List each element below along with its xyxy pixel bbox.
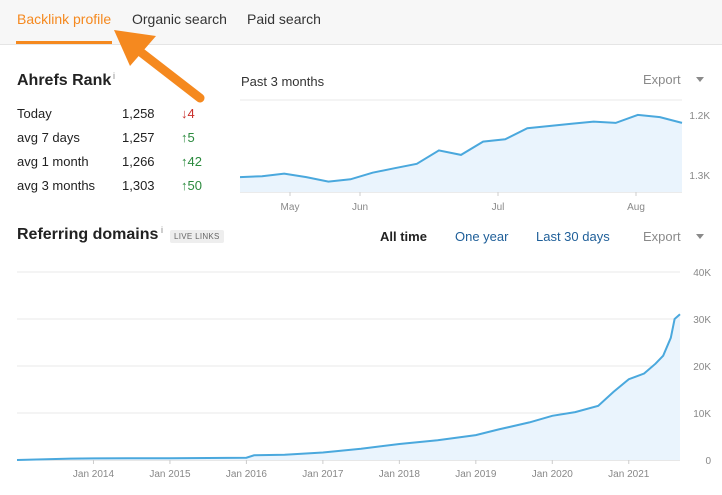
- rank-value: 1,303: [122, 178, 155, 193]
- rank-row-3-months: avg 3 months 1,303 ↑50: [17, 178, 237, 202]
- tab-backlink-profile[interactable]: Backlink profile: [17, 11, 112, 27]
- referring-domains-area: [17, 314, 680, 460]
- rank-change: ↑42: [181, 154, 202, 169]
- y-tick-label: 40K: [693, 268, 711, 279]
- live-links-badge[interactable]: LIVE LINKS: [170, 230, 224, 243]
- rank-change: ↑50: [181, 178, 202, 193]
- rank-row-1-month: avg 1 month 1,266 ↑42: [17, 154, 237, 178]
- rank-area: [240, 114, 682, 192]
- active-tab-indicator: [16, 41, 112, 44]
- y-tick-label: 20K: [693, 362, 711, 373]
- rank-label: Today: [17, 106, 52, 121]
- x-tick-label: Jan 2018: [379, 469, 421, 480]
- x-tick-label: Jan 2019: [455, 469, 497, 480]
- rank-change: ↑5: [181, 130, 195, 145]
- referring-domains-title: Referring domains: [17, 226, 159, 243]
- rank-row-today: Today 1,258 ↓4: [17, 106, 237, 130]
- info-icon[interactable]: i: [161, 225, 163, 235]
- y-tick-label: 10K: [693, 409, 711, 420]
- range-last-30-days[interactable]: Last 30 days: [536, 229, 610, 244]
- range-all-time[interactable]: All time: [380, 229, 427, 244]
- tab-organic-search[interactable]: Organic search: [132, 11, 227, 27]
- info-icon[interactable]: i: [113, 71, 115, 81]
- rank-value: 1,266: [122, 154, 155, 169]
- x-tick-label: Jan 2020: [532, 469, 574, 480]
- rank-label: avg 7 days: [17, 130, 80, 145]
- x-tick-label: Jan 2016: [226, 469, 268, 480]
- tab-paid-search[interactable]: Paid search: [247, 11, 321, 27]
- range-one-year[interactable]: One year: [455, 229, 509, 244]
- y-tick-label: 1.2K: [689, 111, 710, 122]
- x-tick-label: Jan 2021: [608, 469, 650, 480]
- ahrefs-rank-chart: 1.2K 1.3K May Jun Jul Aug: [240, 99, 710, 213]
- ahrefs-rank-title: Ahrefs Rank: [17, 72, 112, 89]
- x-tick-label: Jul: [492, 202, 505, 213]
- x-tick-label: Jan 2017: [302, 469, 344, 480]
- caret-down-icon[interactable]: [695, 76, 705, 84]
- y-tick-label: 1.3K: [689, 171, 710, 182]
- caret-down-icon[interactable]: [695, 233, 705, 241]
- rank-value: 1,257: [122, 130, 155, 145]
- rank-export-button[interactable]: Export: [643, 72, 681, 87]
- x-tick-label: Aug: [627, 202, 645, 213]
- x-tick-label: Jan 2014: [73, 469, 115, 480]
- x-tick-label: Jun: [352, 202, 368, 213]
- rank-change: ↓4: [181, 106, 195, 121]
- y-tick-label: 30K: [693, 315, 711, 326]
- referring-export-button[interactable]: Export: [643, 229, 681, 244]
- period-label: Past 3 months: [241, 74, 325, 89]
- rank-line: [240, 113, 683, 183]
- referring-domains-line: [16, 313, 681, 461]
- x-tick-label: Jan 2015: [149, 469, 191, 480]
- rank-value: 1,258: [122, 106, 155, 121]
- referring-domains-chart: 0 10K 20K 30K 40K Jan 2014 Jan 2015 Jan 2016 Ja…: [16, 268, 711, 480]
- rank-label: avg 1 month: [17, 154, 89, 169]
- orange-arrow-icon: [114, 30, 205, 103]
- x-tick-label: May: [281, 202, 300, 213]
- rank-label: avg 3 months: [17, 178, 96, 193]
- rank-row-7-days: avg 7 days 1,257 ↑5: [17, 130, 237, 154]
- y-tick-label: 0: [705, 456, 711, 467]
